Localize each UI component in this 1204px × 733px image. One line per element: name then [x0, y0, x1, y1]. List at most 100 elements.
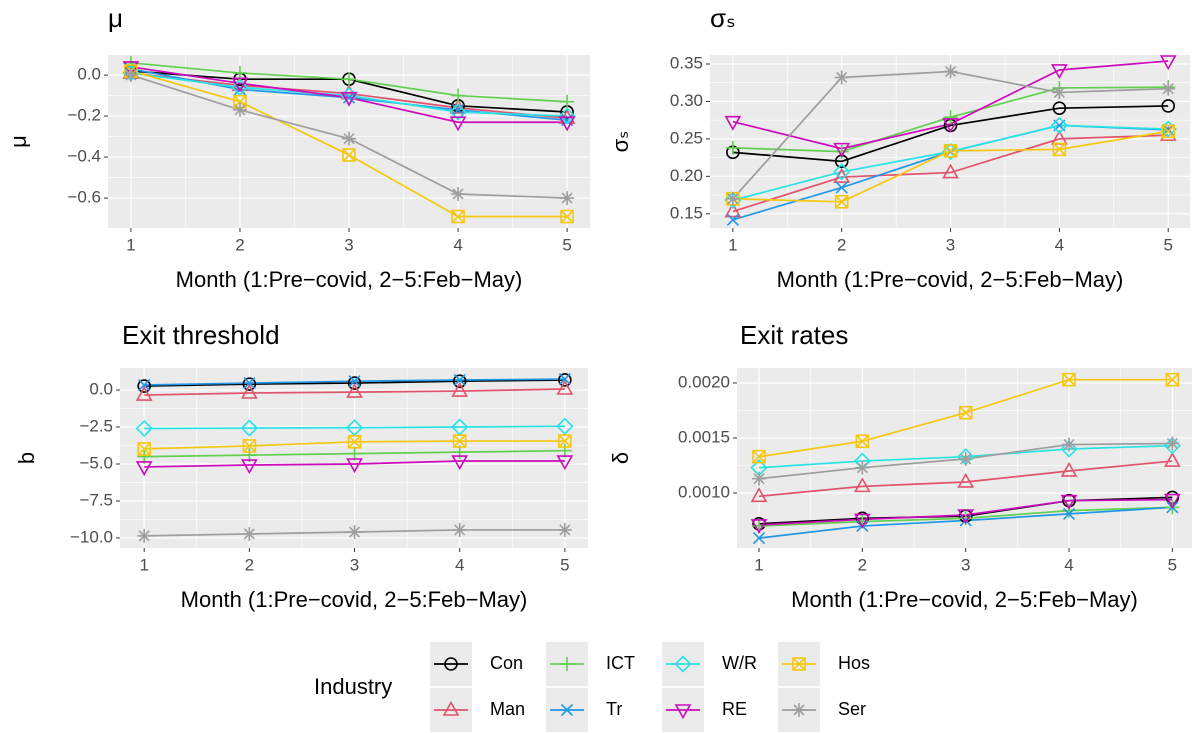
legend-label: Ser — [838, 699, 866, 719]
data-point — [943, 110, 958, 125]
marker-part — [724, 115, 742, 131]
data-point — [232, 102, 247, 117]
data-point — [347, 435, 362, 449]
legend-label: Hos — [838, 653, 870, 673]
marker-part — [1164, 451, 1181, 467]
chart-panel: 0.15 0.20 0.25 0.30 0.35 1 2 3 4 5 σₛ Month (1:Pre−… — [608, 3, 1190, 292]
data-point — [558, 116, 576, 132]
marker-part — [558, 107, 576, 125]
x-tick-label: 5 — [562, 235, 571, 254]
marker-part — [454, 524, 466, 536]
marker-part — [1161, 99, 1176, 113]
data-point — [346, 382, 363, 398]
marker-part — [137, 442, 151, 456]
x-tick-label: 3 — [350, 555, 359, 574]
data-point — [558, 107, 576, 125]
marker-part — [449, 103, 467, 121]
y-tick-label: −5.0 — [79, 453, 113, 472]
data-point — [1159, 55, 1177, 71]
legend-label: ICT — [606, 653, 635, 673]
data-point — [240, 419, 258, 437]
marker-part — [561, 192, 573, 204]
data-point — [560, 191, 575, 206]
marker-part — [242, 439, 256, 453]
legend-key-marker — [792, 703, 806, 717]
x-tick-label: 3 — [961, 555, 970, 574]
data-point — [750, 487, 768, 503]
marker-part — [243, 377, 256, 390]
marker-part — [347, 435, 362, 449]
marker-part — [833, 142, 851, 158]
marker-part — [231, 77, 249, 93]
marker-part — [753, 473, 765, 485]
data-point — [725, 191, 740, 206]
data-point — [1161, 81, 1176, 96]
data-point — [724, 115, 742, 131]
data-point — [342, 91, 356, 104]
data-point — [833, 142, 851, 158]
data-point — [240, 459, 258, 475]
data-point — [137, 379, 151, 393]
marker-part — [1050, 116, 1069, 135]
marker-part — [346, 458, 363, 474]
x-axis-label: Month (1:Pre−covid, 2−5:Feb−May) — [181, 587, 528, 612]
data-point — [1165, 372, 1180, 387]
marker-part — [941, 142, 960, 161]
marker-part — [724, 191, 742, 209]
x-tick-label: 5 — [1163, 235, 1172, 254]
legend-key-marker — [792, 657, 806, 671]
x-tick-label: 5 — [560, 555, 569, 574]
x-axis-label: Month (1:Pre−covid, 2−5:Feb−May) — [791, 587, 1138, 612]
marker-part — [1051, 64, 1068, 80]
marker-part — [1060, 440, 1078, 458]
marker-part — [560, 209, 574, 224]
data-point — [1060, 461, 1078, 477]
data-point — [243, 377, 256, 390]
y-tick-label: −0.2 — [67, 106, 101, 125]
y-tick-label: 0.20 — [670, 166, 703, 185]
data-point — [833, 163, 851, 181]
y-tick-label: 0.0010 — [678, 482, 730, 501]
marker-part — [1162, 83, 1174, 95]
marker-part — [674, 655, 692, 673]
data-point — [1051, 64, 1068, 80]
x-tick-label: 4 — [1064, 555, 1073, 574]
marker-part — [452, 188, 464, 200]
data-point — [123, 55, 138, 70]
marker-part — [943, 144, 958, 158]
legend-label: RE — [722, 699, 747, 719]
legend-key-marker — [560, 657, 574, 671]
marker-part — [1060, 461, 1078, 477]
data-point — [242, 377, 257, 391]
marker-part — [835, 181, 848, 194]
marker-part — [558, 434, 572, 448]
marker-part — [1159, 55, 1177, 71]
marker-part — [1062, 372, 1076, 387]
marker-part — [453, 434, 467, 448]
data-point — [558, 373, 572, 387]
marker-part — [1164, 493, 1181, 509]
data-point — [1052, 142, 1067, 157]
data-point — [346, 458, 363, 474]
data-point — [724, 202, 742, 218]
marker-part — [135, 419, 153, 438]
marker-part — [836, 71, 848, 84]
chart-title: σₛ — [710, 3, 736, 33]
marker-part — [793, 704, 805, 716]
marker-part — [138, 530, 150, 542]
data-point — [348, 375, 361, 388]
x-tick-label: 2 — [858, 555, 867, 574]
data-point — [452, 434, 467, 448]
marker-part — [342, 91, 356, 104]
data-point — [449, 116, 467, 132]
marker-part — [451, 209, 465, 224]
marker-part — [727, 193, 739, 205]
marker-part — [558, 434, 572, 448]
legend-label: Man — [490, 699, 525, 719]
marker-part — [833, 163, 851, 181]
marker-part — [855, 434, 870, 449]
marker-part — [957, 472, 975, 488]
data-point — [1062, 503, 1077, 518]
data-point — [231, 78, 249, 97]
y-tick-label: 0.25 — [670, 128, 703, 147]
